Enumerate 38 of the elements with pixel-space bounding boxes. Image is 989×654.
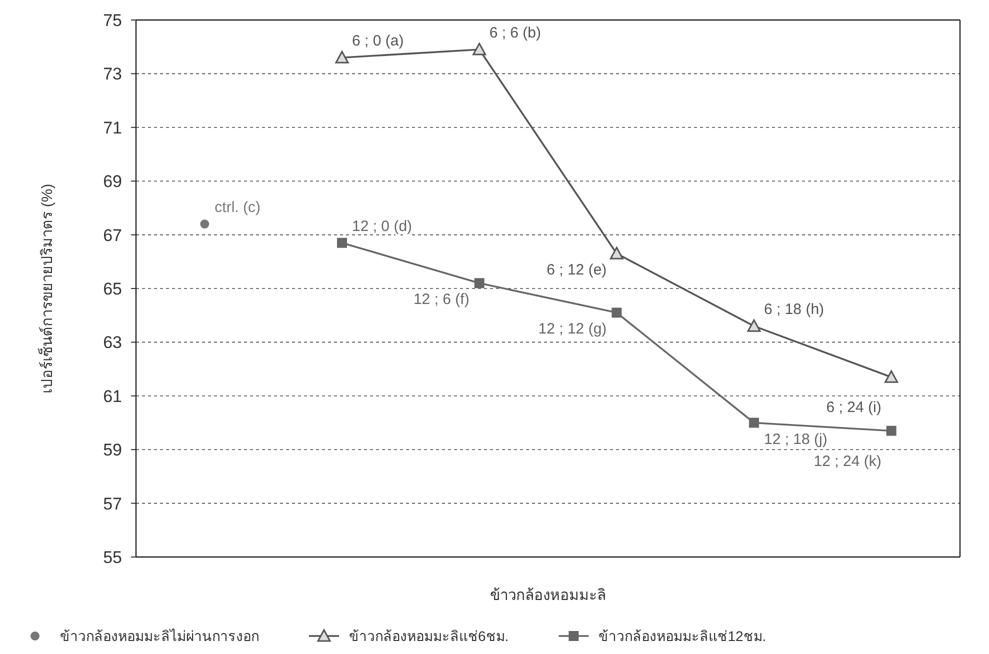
- point: [886, 426, 896, 436]
- y-tick-label: 67: [103, 226, 122, 245]
- legend-label: ข้าวกล้องหอมมะลิแช่12ชม.: [598, 628, 766, 644]
- y-tick-label: 69: [103, 172, 122, 192]
- point: [747, 319, 761, 332]
- annotation: ctrl. (c): [214, 199, 260, 216]
- point: [749, 418, 759, 428]
- annotation: 12 ; 24 (k): [814, 452, 882, 470]
- y-tick-label: 65: [103, 280, 122, 298]
- point: [472, 42, 486, 56]
- annotation: 6 ; 0 (a): [352, 32, 404, 50]
- y-tick-label: 71: [103, 118, 122, 138]
- x-axis-title: ข้าวกล้องหอมมะลิ: [490, 587, 606, 604]
- annotation: 6 ; 6 (b): [489, 24, 542, 42]
- y-tick-label: 57: [103, 494, 122, 514]
- annotation: 12 ; 18 (j): [764, 430, 828, 448]
- annotation: 6 ; 12 (e): [546, 262, 607, 279]
- y-tick-label: 55: [103, 548, 122, 567]
- legend-label: ข้าวกล้องหอมมะลิแช่6ชม.: [349, 628, 509, 644]
- legend-label: ข้าวกล้องหอมมะลิไม่ผ่านการงอก: [60, 628, 259, 644]
- annotation: 12 ; 12 (g): [538, 320, 607, 338]
- annotation: 12 ; 0 (d): [352, 218, 412, 235]
- point: [200, 220, 210, 229]
- y-tick-label: 61: [103, 386, 122, 406]
- point: [612, 308, 622, 318]
- point: [337, 238, 347, 248]
- y-tick-label: 63: [103, 333, 122, 352]
- y-axis-title: เปอร์เซ็นต์การขยายปริมาตร (%): [37, 184, 56, 394]
- point: [335, 50, 349, 64]
- annotation: 12 ; 6 (f): [413, 291, 470, 308]
- point: [884, 370, 898, 383]
- point: [610, 246, 624, 260]
- point: [474, 278, 484, 288]
- y-tick-label: 59: [103, 440, 122, 460]
- y-tick-label: 75: [103, 11, 122, 30]
- annotation: 6 ; 24 (i): [826, 399, 882, 416]
- annotation: 6 ; 18 (h): [764, 301, 824, 318]
- y-tick-label: 73: [103, 64, 122, 84]
